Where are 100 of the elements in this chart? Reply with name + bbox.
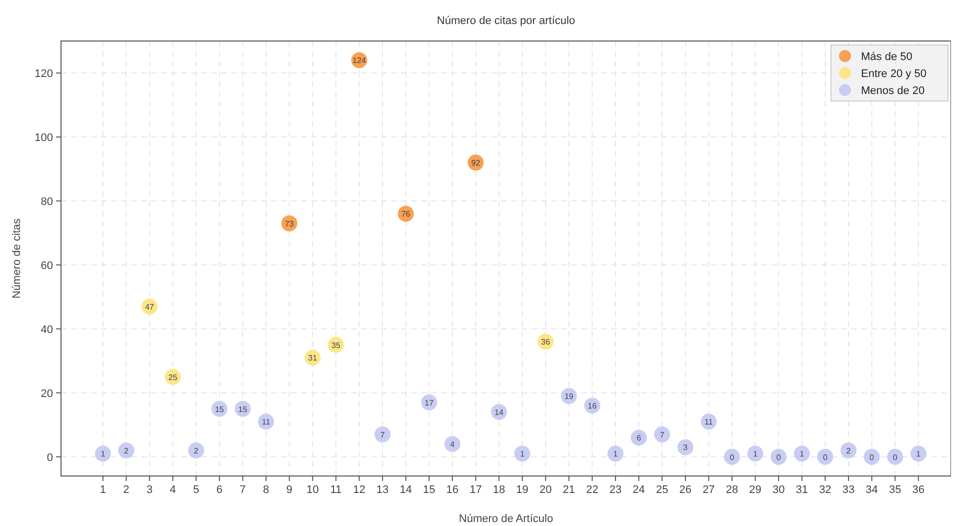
data-label: 2: [124, 446, 130, 456]
x-tick-label: 20: [539, 484, 552, 496]
x-tick-label: 10: [306, 484, 319, 496]
x-tick-label: 18: [492, 484, 506, 496]
data-label: 0: [822, 452, 828, 462]
chart-title: Número de citas por artículo: [436, 15, 576, 27]
point: [747, 446, 764, 462]
x-tick-label: 12: [353, 484, 366, 496]
data-label: 6: [636, 434, 642, 443]
y-tick-label: 120: [34, 68, 53, 80]
point: [444, 436, 460, 452]
x-tick-label: 21: [562, 484, 576, 496]
point: [514, 446, 530, 462]
legend-label: Entre 20 y 50: [861, 68, 926, 80]
x-tick-label: 22: [586, 484, 598, 496]
data-label: 15: [214, 404, 224, 414]
x-tick-label: 15: [422, 484, 436, 496]
point: [677, 439, 694, 456]
data-label: 1: [916, 450, 922, 459]
data-label: 0: [776, 452, 782, 462]
x-tick-label: 9: [286, 484, 292, 496]
x-tick-label: 19: [516, 484, 528, 496]
x-tick-label: 14: [400, 484, 412, 496]
point: [608, 446, 624, 462]
data-label: 17: [424, 398, 434, 408]
data-label: 47: [145, 302, 155, 312]
data-label: 2: [846, 446, 852, 456]
x-tick-label: 30: [772, 484, 785, 496]
data-label: 1: [800, 450, 805, 459]
point: [840, 442, 856, 458]
data-label: 15: [238, 404, 248, 414]
x-tick-label: 31: [796, 484, 808, 496]
data-label: 0: [870, 452, 875, 462]
point: [770, 448, 787, 465]
data-label: 16: [588, 402, 598, 411]
x-tick-label: 35: [888, 484, 902, 496]
legend-label: Más de 50: [861, 51, 912, 63]
y-tick-label: 100: [34, 132, 53, 144]
data-label: 11: [704, 418, 714, 427]
data-label: 1: [753, 450, 758, 459]
y-axis-title: Número de citas: [11, 218, 23, 299]
x-tick-label: 17: [470, 484, 482, 496]
x-tick-label: 27: [702, 484, 715, 496]
point: [724, 448, 740, 465]
y-tick-label: 0: [46, 452, 53, 464]
data-label: 35: [331, 340, 341, 350]
x-tick-label: 13: [376, 484, 389, 496]
x-tick-label: 3: [146, 484, 153, 496]
x-tick-label: 29: [749, 484, 762, 496]
x-tick-label: 4: [170, 484, 176, 496]
y-tick-label: 20: [40, 388, 53, 400]
data-label: 124: [352, 56, 366, 66]
y-tick-label: 40: [40, 324, 53, 336]
x-tick-label: 5: [193, 484, 200, 496]
point: [188, 442, 204, 458]
data-label: 19: [564, 392, 574, 402]
data-label: 31: [308, 354, 318, 363]
x-tick-label: 8: [262, 484, 270, 496]
point: [910, 446, 926, 462]
data-label: 0: [730, 452, 735, 462]
x-tick-label: 24: [632, 484, 645, 496]
point: [118, 442, 134, 458]
point: [630, 430, 647, 446]
data-label: 1: [100, 450, 106, 459]
data-label: 4: [450, 440, 456, 450]
data-label: 92: [471, 158, 481, 168]
y-tick-label: 80: [40, 196, 53, 208]
data-label: 76: [401, 210, 411, 219]
data-label: 1: [520, 450, 526, 459]
x-tick-label: 1: [100, 484, 106, 496]
data-label: 7: [380, 430, 386, 440]
x-tick-label: 32: [819, 484, 832, 496]
data-label: 0: [892, 452, 898, 462]
x-tick-label: 2: [123, 484, 130, 496]
x-tick-label: 26: [679, 484, 692, 496]
data-label: 25: [168, 372, 178, 382]
data-label: 7: [660, 430, 665, 440]
data-label: 1: [613, 450, 618, 459]
x-tick-label: 6: [216, 484, 222, 496]
x-tick-label: 36: [912, 484, 925, 496]
x-axis-title: Número de Artículo: [458, 513, 554, 525]
legend-label: Menos de 20: [861, 85, 925, 97]
y-tick-label: 60: [40, 260, 53, 272]
x-tick-label: 23: [609, 484, 622, 496]
point: [887, 448, 904, 465]
data-label: 36: [541, 338, 551, 347]
point: [374, 426, 391, 442]
x-tick-label: 28: [726, 484, 738, 496]
point: [94, 446, 111, 462]
point: [794, 446, 810, 462]
data-label: 3: [683, 443, 688, 452]
point: [654, 426, 670, 442]
data-label: 14: [494, 408, 504, 418]
data-label: 73: [284, 219, 294, 228]
x-tick-label: 33: [842, 484, 855, 496]
x-tick-label: 11: [330, 484, 342, 496]
data-label: 11: [262, 418, 271, 427]
x-tick-label: 16: [446, 484, 459, 496]
x-tick-label: 34: [866, 484, 878, 496]
data-label: 2: [194, 446, 199, 456]
